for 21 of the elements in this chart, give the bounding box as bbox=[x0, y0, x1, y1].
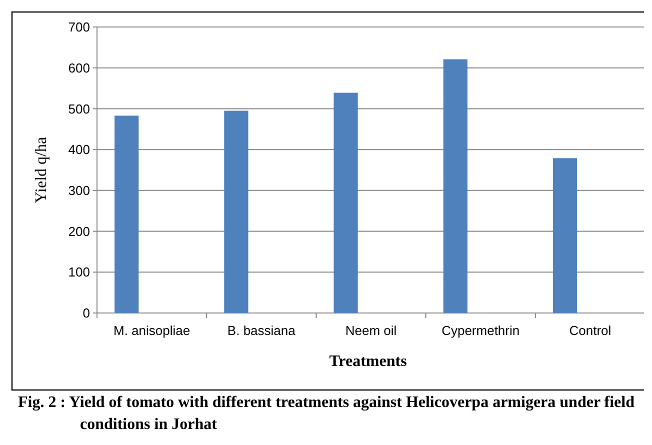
bar bbox=[224, 110, 248, 313]
y-tick-label: 0 bbox=[82, 306, 90, 321]
bar bbox=[443, 59, 468, 313]
y-tick-label: 600 bbox=[68, 60, 90, 76]
bar bbox=[552, 158, 578, 313]
x-tick-label: Cypermethrin bbox=[442, 323, 520, 338]
x-axis-title: Treatments bbox=[329, 353, 407, 370]
x-tick-label: Neem oil bbox=[345, 323, 397, 338]
x-tick-label: B. bassiana bbox=[227, 323, 296, 338]
y-tick-label: 300 bbox=[68, 182, 90, 198]
y-tick-label: 500 bbox=[68, 101, 90, 116]
y-axis-title: Yield q/ha bbox=[33, 136, 50, 204]
x-tick-label: M. anisopliae bbox=[113, 323, 190, 338]
y-tick-label: 400 bbox=[68, 142, 90, 158]
bar bbox=[114, 116, 139, 313]
caption: Fig. 2 : Yield of tomato with different treatments against Helicoverpa armigera under field conditions in Jorhat bbox=[18, 393, 636, 435]
y-tick-label: 100 bbox=[68, 264, 90, 280]
x-tick-label: Control bbox=[569, 323, 612, 338]
bar bbox=[334, 92, 358, 313]
y-tick-label: 700 bbox=[68, 20, 90, 35]
y-tick-label: 200 bbox=[68, 224, 90, 239]
